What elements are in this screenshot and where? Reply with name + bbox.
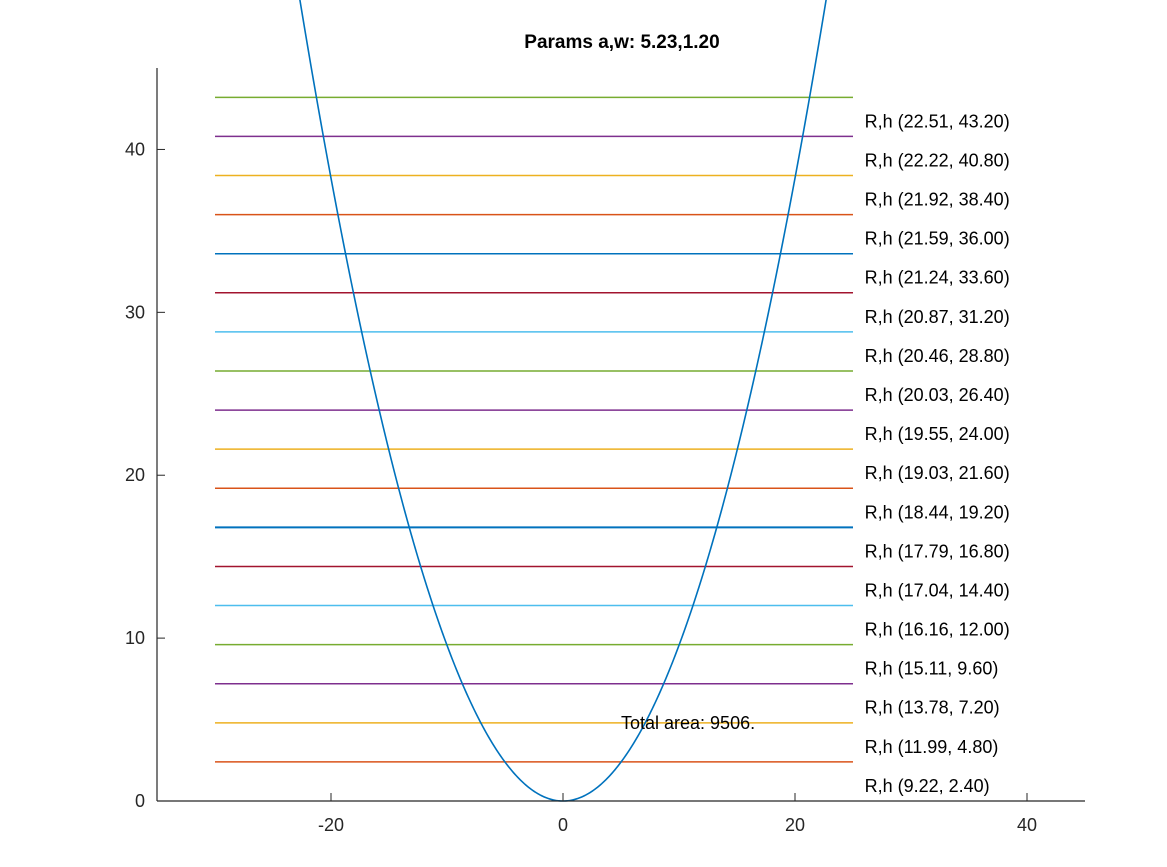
level-label-12: R,h (17.04, 14.40): [865, 580, 1010, 600]
axes: -20 0 20 40 0 10 20 30 40: [125, 68, 1085, 835]
level-label-7: R,h (20.03, 26.40): [865, 385, 1010, 405]
level-lines: [215, 96, 853, 763]
level-label-9: R,h (19.03, 21.60): [865, 463, 1010, 483]
chart-title: Params a,w: 5.23,1.20: [524, 32, 719, 53]
x-tick-label-0: -20: [318, 815, 344, 835]
y-tick-label-4: 40: [125, 139, 145, 159]
level-label-6: R,h (20.46, 28.80): [865, 346, 1010, 366]
x-tick-label-2: 20: [785, 815, 805, 835]
level-label-15: R,h (13.78, 7.20): [865, 698, 1000, 718]
level-label-16: R,h (11.99, 4.80): [865, 737, 999, 757]
y-tick-label-2: 20: [125, 465, 145, 485]
level-label-1: R,h (22.22, 40.80): [865, 150, 1010, 170]
y-tick-label-1: 10: [125, 628, 145, 648]
level-label-2: R,h (21.92, 38.40): [865, 190, 1010, 210]
x-tick-label-1: 0: [558, 815, 568, 835]
level-label-10: R,h (18.44, 19.20): [865, 502, 1010, 522]
level-label-14: R,h (15.11, 9.60): [865, 659, 999, 679]
y-tick-label-3: 30: [125, 302, 145, 322]
level-label-4: R,h (21.24, 33.60): [865, 268, 1010, 288]
level-label-5: R,h (20.87, 31.20): [865, 307, 1010, 327]
x-tick-label-3: 40: [1017, 815, 1037, 835]
level-label-13: R,h (16.16, 12.00): [865, 620, 1010, 640]
level-label-17: R,h (9.22, 2.40): [865, 776, 990, 796]
level-labels: R,h (22.51, 43.20) R,h (22.22, 40.80) R,h …: [865, 111, 1010, 796]
level-label-3: R,h (21.59, 36.00): [865, 229, 1010, 249]
parabola-curve: [299, 0, 827, 802]
y-tick-label-0: 0: [135, 791, 145, 811]
total-area-annotation: Total area: 9506.: [621, 713, 755, 733]
level-label-8: R,h (19.55, 24.00): [865, 424, 1010, 444]
parabola-curve-group: [299, 0, 827, 802]
level-label-0: R,h (22.51, 43.20): [865, 111, 1010, 131]
level-label-11: R,h (17.79, 16.80): [865, 541, 1010, 561]
